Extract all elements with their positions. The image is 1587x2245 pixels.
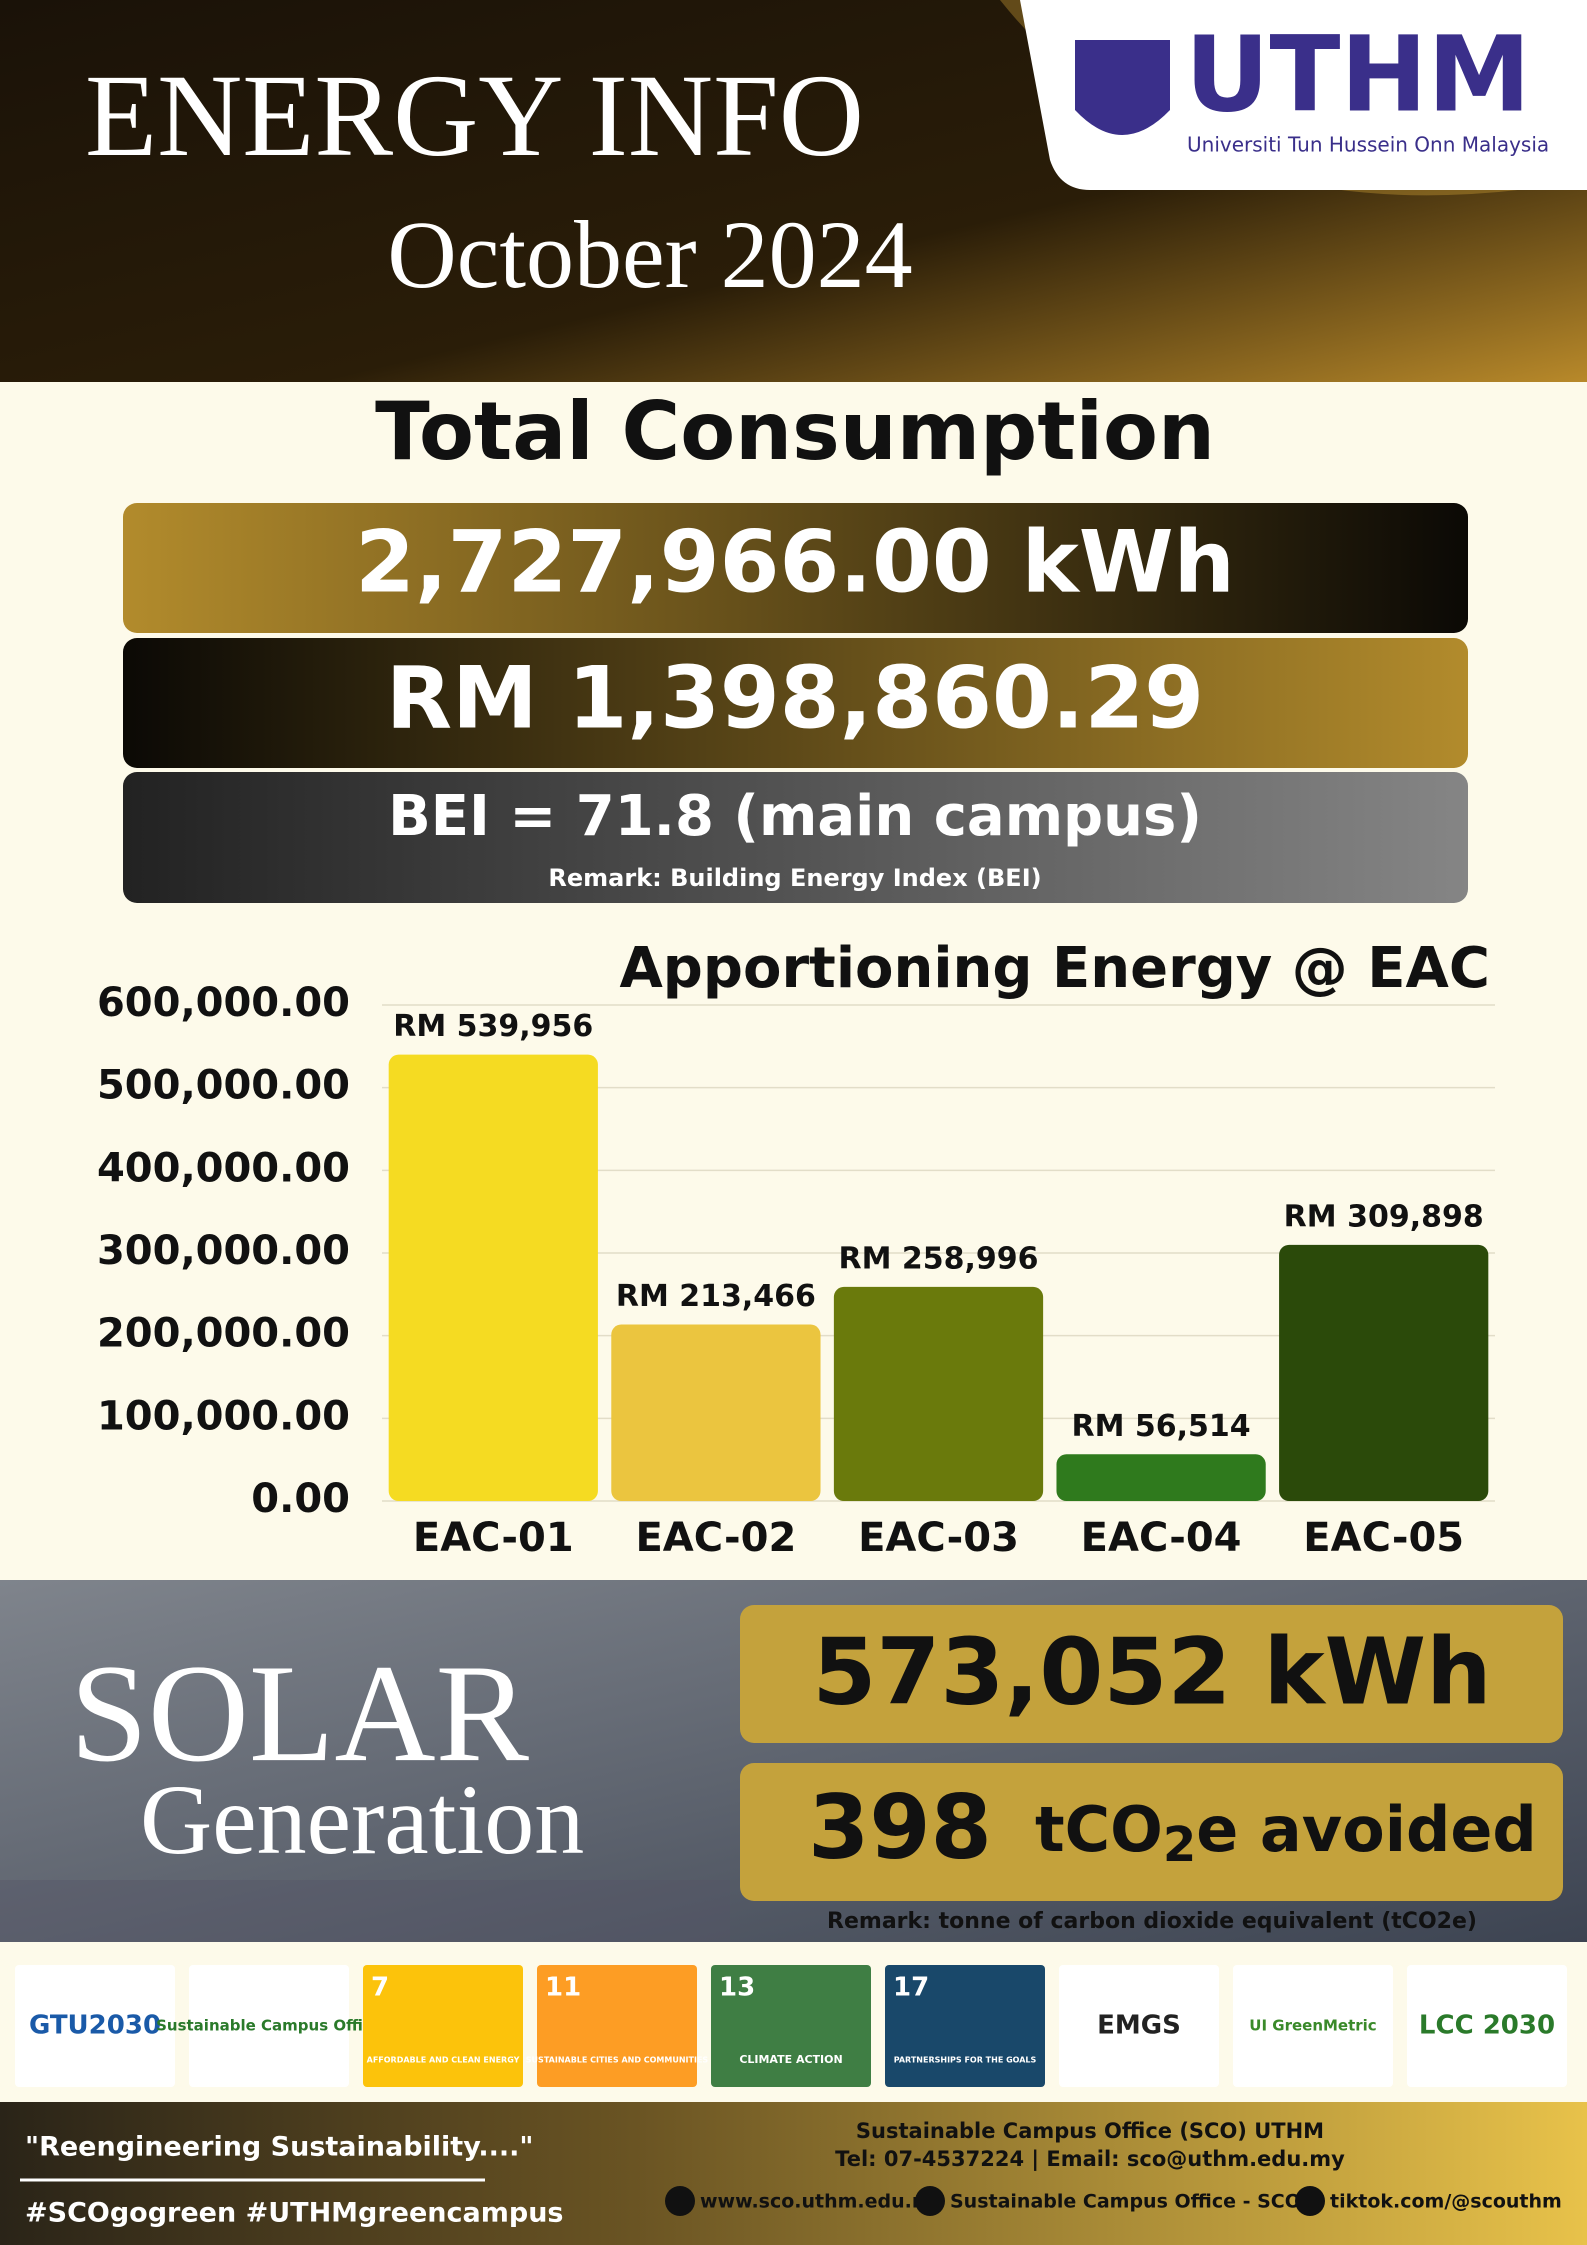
sdg-number: 17 xyxy=(893,1973,929,2003)
bar xyxy=(611,1324,821,1501)
partner-tile xyxy=(15,1965,175,2087)
x-tick-label: EAC-03 xyxy=(858,1515,1019,1561)
y-tick-label: 200,000.00 xyxy=(97,1311,350,1357)
y-tick-label: 0.00 xyxy=(251,1476,350,1522)
partner-tile xyxy=(1059,1965,1219,2087)
bar xyxy=(1279,1244,1489,1501)
sdg-number: 7 xyxy=(371,1973,389,2003)
solar-subtitle: Generation xyxy=(140,1764,584,1875)
office: Sustainable Campus Office (SCO) UTHM xyxy=(856,2119,1324,2143)
bei-remark: Remark: Building Energy Index (BEI) xyxy=(548,864,1041,892)
y-tick-label: 300,000.00 xyxy=(97,1228,350,1274)
link-icon xyxy=(1295,2186,1325,2216)
y-tick-label: 100,000.00 xyxy=(97,1393,350,1439)
link-icon xyxy=(915,2186,945,2216)
partner-tile xyxy=(189,1965,349,2087)
value-label: RM 213,466 xyxy=(616,1279,816,1314)
partner-name: UI GreenMetric xyxy=(1249,2017,1376,2035)
summary-heading: Total Consumption xyxy=(375,385,1215,478)
carbon-unit-sub: 2 xyxy=(1163,1817,1196,1873)
footer-links: www.sco.uthm.edu.my Sustainable Campus Of… xyxy=(665,2186,1562,2216)
solar-panels xyxy=(0,1880,730,1942)
value-label: RM 258,996 xyxy=(838,1241,1038,1276)
bar xyxy=(833,1286,1044,1501)
carbon-value: 398 xyxy=(808,1776,992,1879)
sdg-number: 11 xyxy=(545,1973,581,2003)
x-tick-label: EAC-04 xyxy=(1081,1515,1242,1561)
footer-bg xyxy=(0,2102,1587,2245)
university-name: Universiti Tun Hussein Onn Malaysia xyxy=(1187,133,1549,157)
hashtags: #SCOgogreen #UTHMgreencampus xyxy=(25,2198,564,2229)
solar-remark: Remark: tonne of carbon dioxide equivale… xyxy=(827,1909,1477,1934)
bar xyxy=(1056,1454,1266,1501)
solar-title: SOLAR xyxy=(70,1636,530,1791)
carbon-unit: tCO2e avoided xyxy=(1035,1793,1537,1873)
link-text: www.sco.uthm.edu.my xyxy=(700,2191,945,2213)
link-text: tiktok.com/@scouthm xyxy=(1330,2191,1562,2213)
period: October 2024 xyxy=(387,201,912,308)
partner-name: Sustainable Campus Office xyxy=(156,2017,382,2035)
partner-tile xyxy=(885,1965,1045,2087)
partner-name: GTU2030 xyxy=(29,2011,161,2041)
total-energy: 2,727,966.00 kWh xyxy=(355,512,1235,612)
partner-tile xyxy=(537,1965,697,2087)
cost-box xyxy=(123,638,1468,768)
partner-tile xyxy=(711,1965,871,2087)
value-label: RM 56,514 xyxy=(1072,1409,1251,1444)
sdg-label: CLIMATE ACTION xyxy=(739,2053,842,2066)
bei-box xyxy=(123,772,1468,903)
value-label: RM 539,956 xyxy=(393,1009,593,1044)
carbon-box xyxy=(740,1763,1563,1901)
y-tick-label: 500,000.00 xyxy=(97,1063,350,1109)
solar-energy-box xyxy=(740,1605,1563,1743)
quote: "Reengineering Sustainability...." xyxy=(25,2132,533,2163)
energy-box xyxy=(123,503,1468,633)
partner-tile xyxy=(1233,1965,1393,2087)
partner-name: EMGS xyxy=(1097,2011,1181,2041)
contact: Tel: 07-4537224 | Email: sco@uthm.edu.my xyxy=(835,2147,1345,2172)
sdg-label: SUSTAINABLE CITIES AND COMMUNITIES xyxy=(526,2056,709,2065)
y-tick-label: 400,000.00 xyxy=(97,1145,350,1191)
partner-tile xyxy=(363,1965,523,2087)
sdg-number: 13 xyxy=(719,1973,755,2003)
link-icon xyxy=(665,2186,695,2216)
total-cost: RM 1,398,860.29 xyxy=(386,648,1204,748)
page-title: ENERGY INFO xyxy=(85,50,864,181)
solar-energy: 573,052 kWh xyxy=(812,1618,1491,1725)
carbon-unit-a: tCO xyxy=(1035,1793,1163,1866)
logo-text: UTHM xyxy=(1185,13,1531,135)
sdg-label: PARTNERSHIPS FOR THE GOALS xyxy=(894,2056,1037,2065)
x-tick-label: EAC-05 xyxy=(1303,1515,1464,1561)
x-tick-label: EAC-01 xyxy=(413,1515,574,1561)
partner-tile xyxy=(1407,1965,1567,2087)
carbon-unit-b: e avoided xyxy=(1196,1793,1537,1866)
partner-name: LCC 2030 xyxy=(1419,2011,1555,2041)
chart-title: Apportioning Energy @ EAC xyxy=(619,936,1490,1001)
bei: BEI = 71.8 (main campus) xyxy=(388,784,1202,849)
logo-shield xyxy=(1075,40,1170,135)
link-text: Sustainable Campus Office - SCO xyxy=(950,2191,1301,2213)
bar-chart: Apportioning Energy @ EAC 0.00 100,000.00… xyxy=(97,936,1495,1561)
bar xyxy=(388,1054,598,1501)
y-tick-label: 600,000.00 xyxy=(97,980,350,1026)
value-label: RM 309,898 xyxy=(1284,1199,1484,1234)
sdg-label: AFFORDABLE AND CLEAN ENERGY xyxy=(367,2056,520,2065)
x-tick-label: EAC-02 xyxy=(635,1515,796,1561)
